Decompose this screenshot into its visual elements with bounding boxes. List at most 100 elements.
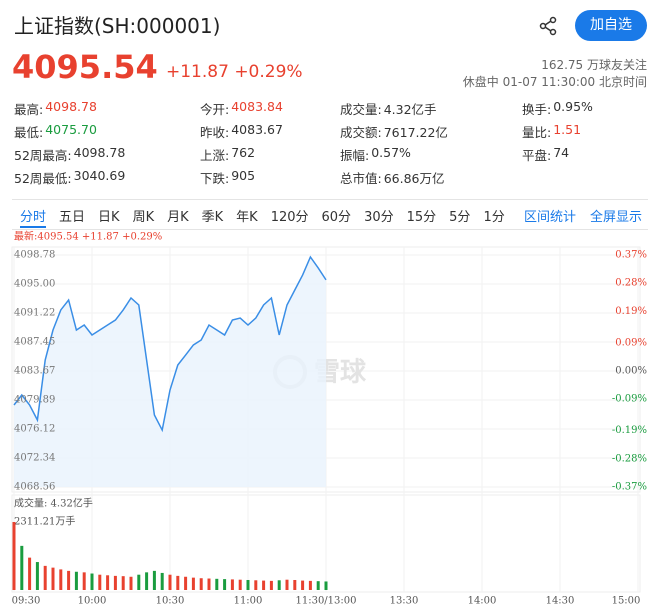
volume-bar [98,574,102,590]
stat-label: 总市值: [340,171,382,186]
volume-bar [168,574,172,590]
tab[interactable]: 周K [132,210,155,225]
tab[interactable]: 120分 [270,210,309,225]
volume-bar [82,572,86,590]
stat-value: 905 [231,168,256,183]
stat-label: 52周最低: [14,171,72,186]
volume-bar [113,575,117,590]
volume-bar [43,565,47,590]
tab[interactable]: 分时 [20,210,47,225]
volume-bar [207,578,211,590]
stat-value: 4098.78 [45,99,97,114]
y2-tick-label: -0.09% [612,394,647,405]
y2-tick-label: 0.28% [615,278,647,289]
stat-value: 0.57% [371,145,411,160]
stat-value: 66.86万亿 [383,171,445,186]
y-tick-label: 4087.45 [14,336,55,347]
volume-bar [277,580,281,590]
volume-bar [121,576,125,590]
stat-value: 7617.22亿 [383,125,448,140]
stat-value: 762 [231,145,256,160]
volume-bar [145,572,149,590]
x-tick-label: 09:30 [12,596,41,607]
chart-latest: 最新:4095.54 +11.87 +0.29% [14,230,162,243]
tab[interactable]: 1分 [483,210,505,225]
stat-value: 74 [553,145,570,160]
volume-bar [254,580,258,590]
volume-title: 成交量: 4.32亿手 [14,497,93,510]
stat-label: 下跌: [200,171,230,186]
stat-label: 成交额: [340,125,382,140]
volume-bar [90,573,94,590]
volume-bar [246,579,250,590]
volume-bar [285,579,289,590]
add-watchlist-button[interactable]: 加自选 [575,10,647,41]
stat-label: 成交量: [340,102,382,117]
tab-action[interactable]: 区间统计 [523,210,576,225]
stat-value: 4.32亿手 [383,102,437,117]
volume-bar [191,577,195,590]
volume-bar [199,578,203,590]
stat-label: 52周最高: [14,148,72,163]
volume-bar [59,569,63,590]
x-tick-label: 13:30 [390,596,419,607]
stat-value: 1.51 [553,122,582,137]
y2-tick-label: -0.37% [612,482,647,493]
x-tick-label: 10:00 [78,596,107,607]
volume-bar [293,579,297,590]
tab-underline [20,226,47,228]
y-tick-label: 4083.67 [14,366,55,377]
y-tick-label: 4076.12 [14,423,55,434]
stat-label: 昨收: [200,125,230,140]
tab[interactable]: 5分 [449,210,471,225]
y-tick-label: 4098.78 [14,250,55,261]
volume-bar [184,576,188,590]
x-tick-label: 11:00 [234,596,263,607]
volume-bar [324,581,328,590]
volume-bar [215,578,219,590]
x-tick-label: 11:30/13:00 [295,596,356,607]
tab[interactable]: 五日 [59,210,86,225]
change: +11.87 +0.29% [166,62,303,82]
stat-value: 4083.84 [231,99,283,114]
volume-bar [238,579,242,590]
volume-bar [223,579,227,590]
tab[interactable]: 季K [201,210,224,225]
followers: 162.75 万球友关注 [541,58,647,72]
stat-label: 最低: [14,125,44,140]
y-tick-label: 4072.34 [14,452,55,463]
tab-bar: 分时 五日 日K 周K 月K 季K 年K 120分 60分 30分 15分 5分 1分 全屏显示 区间统计 [12,199,648,230]
volume-bar [301,580,305,590]
volume-bar [20,545,24,590]
volume-bar [12,522,16,590]
tab[interactable]: 月K [167,210,189,225]
tab[interactable]: 日K [98,210,120,225]
x-tick-label: 10:30 [156,596,185,607]
y-tick-label: 4079.89 [14,395,55,406]
stat-label: 振幅: [340,148,370,163]
price-area [14,256,326,487]
tab[interactable]: 30分 [364,210,394,225]
tab[interactable]: 15分 [406,210,437,225]
volume-bar [269,580,273,590]
volume-bar [152,570,156,590]
tab[interactable]: 年K [236,210,258,225]
volume-bar [308,580,312,590]
stat-value: 4075.70 [45,122,97,137]
x-tick-label: 14:00 [468,596,497,607]
tab-action[interactable]: 全屏显示 [589,210,642,225]
stat-value: 0.95% [553,99,593,114]
stat-label: 最高: [14,102,44,117]
tab[interactable]: 60分 [321,210,352,225]
stat-label: 上涨: [200,148,230,163]
stat-label: 今开: [200,102,230,117]
y2-tick-label: 0.37% [615,250,647,261]
volume-bar [74,571,78,590]
volume-bar [316,581,320,590]
volume-bar [67,570,71,590]
y2-tick-label: 0.09% [615,337,647,348]
share-icon[interactable] [538,16,558,36]
y-tick-label: 4091.22 [14,308,55,319]
market-status: 休盘中 01-07 11:30:00 北京时间 [462,75,647,89]
